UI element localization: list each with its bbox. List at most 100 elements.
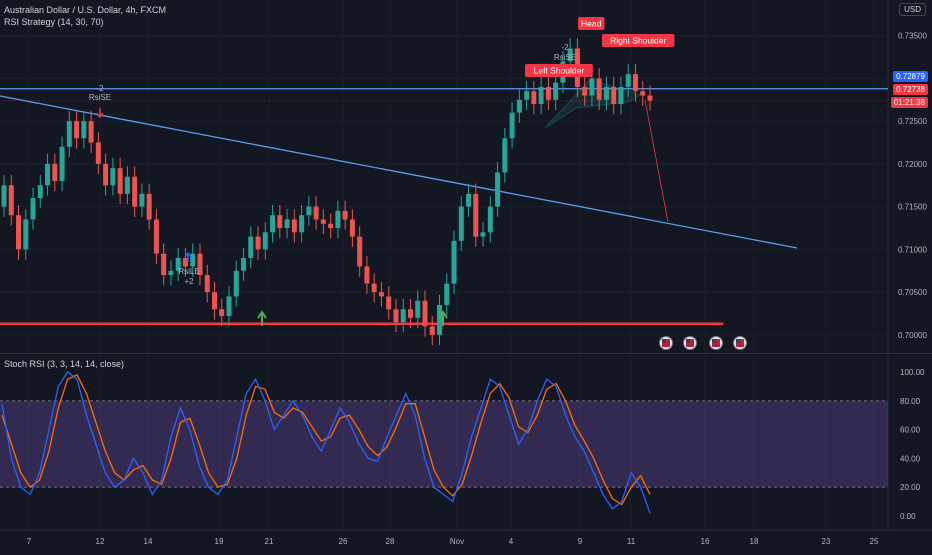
pane-divider[interactable]: [0, 353, 932, 354]
symbol-title[interactable]: Australian Dollar / U.S. Dollar, 4h, FXC…: [4, 5, 167, 15]
candle-body: [502, 138, 508, 173]
sell-arrow: [96, 108, 104, 119]
candle-body: [110, 168, 116, 186]
candle-body: [516, 99, 522, 113]
rsile-count: +2: [184, 277, 194, 286]
candle-body: [284, 219, 290, 229]
stoch-band: [0, 400, 888, 488]
price-tick-label: 0.72500: [898, 117, 927, 126]
candle-body: [103, 163, 109, 186]
candle-body: [211, 292, 217, 310]
head-label-bg: [578, 17, 605, 30]
candle-body: [74, 121, 80, 139]
candle-body: [415, 300, 421, 318]
price-tick-label: 0.70000: [898, 331, 927, 340]
current-price-tag: 0.72738: [893, 84, 928, 95]
candle-body: [124, 176, 130, 194]
stoch-tick-label: 40.00: [900, 454, 921, 463]
candle-body: [357, 236, 363, 267]
stoch-tick-label: 100.00: [900, 368, 925, 377]
candle-body: [632, 74, 638, 92]
countdown-tag: 01:21:38: [890, 97, 928, 108]
flag-canton: [712, 339, 716, 343]
indicator-title[interactable]: RSI Strategy (14, 30, 70): [4, 17, 104, 27]
head-label: Head: [581, 19, 602, 29]
stoch-k-line: [1, 371, 651, 514]
stoch-rsi-title[interactable]: Stoch RSI (3, 3, 14, 14, close): [4, 359, 125, 369]
candle-body: [640, 91, 646, 96]
candle-body: [132, 176, 138, 207]
flag-canton: [736, 339, 740, 343]
stoch-tick-label: 0.00: [900, 512, 916, 521]
candle-body: [66, 121, 72, 147]
candle-body: [248, 236, 254, 258]
stoch-tick-label: 20.00: [900, 483, 921, 492]
candle-body: [487, 206, 493, 233]
candle-body: [146, 193, 152, 220]
right-shoulder-label-bg: [602, 34, 675, 47]
candle-body: [582, 86, 588, 96]
line-price-tag: 0.72879: [893, 71, 928, 82]
price-tick-label: 0.71500: [898, 203, 927, 212]
candle-body: [81, 121, 87, 139]
chart-legend: Australian Dollar / U.S. Dollar, 4h, FXC…: [4, 4, 166, 28]
candle-body: [233, 270, 239, 297]
candle-body: [524, 91, 530, 100]
green-up-arrow: [257, 310, 267, 326]
candle-body: [95, 142, 101, 164]
candle-body: [219, 309, 225, 317]
candle-body: [603, 86, 609, 100]
candle-body: [400, 309, 406, 323]
time-tick-label: 11: [627, 537, 636, 546]
candle-body: [567, 48, 573, 62]
candle-body: [480, 232, 486, 237]
price-tick-label: 0.70500: [898, 288, 927, 297]
candle-body: [139, 193, 145, 207]
candle-body: [422, 300, 428, 327]
candle-body: [23, 219, 29, 250]
flag-canton: [686, 339, 690, 343]
candle-body: [270, 215, 276, 233]
currency-badge[interactable]: USD: [899, 3, 926, 16]
candle-body: [495, 172, 501, 207]
candle-body: [299, 215, 305, 233]
time-tick-label: Nov: [450, 537, 464, 546]
projection-line: [644, 99, 669, 223]
candle-body: [596, 78, 602, 100]
candle-body: [37, 185, 43, 199]
candle-body: [328, 223, 334, 229]
time-tick-label: 26: [339, 537, 348, 546]
candle-body: [291, 219, 297, 233]
candle-body: [306, 206, 312, 216]
candle-body: [371, 283, 377, 293]
time-tick-label: 19: [215, 537, 224, 546]
rsile-label: RsiLE: [178, 267, 199, 276]
candle-body: [241, 257, 247, 271]
rsise-label-mid: RsiSE: [554, 53, 576, 62]
candle-body: [1, 185, 7, 207]
candle-body: [553, 82, 559, 100]
candle-body: [313, 206, 319, 220]
time-tick-label: 23: [822, 537, 831, 546]
rsise-count-mid: -2: [561, 43, 569, 52]
candle-body: [647, 95, 653, 101]
candle-body: [349, 219, 355, 237]
candle-body: [204, 275, 210, 293]
time-tick-label: 12: [96, 537, 105, 546]
price-tick-label: 0.72000: [898, 160, 927, 169]
candle-body: [545, 86, 551, 100]
left-shoulder-label-bg: [525, 64, 593, 77]
candle-body: [625, 74, 631, 87]
candle-body: [509, 112, 515, 139]
candle-body: [16, 215, 22, 250]
candle-body: [161, 253, 167, 276]
candle-body: [182, 257, 188, 267]
candle-body: [618, 86, 624, 105]
candle-body: [378, 292, 384, 297]
time-tick-label: 18: [750, 537, 759, 546]
candle-body: [255, 236, 261, 250]
candle-body: [175, 257, 181, 271]
candle-body: [458, 206, 464, 241]
candle-body: [473, 193, 479, 237]
